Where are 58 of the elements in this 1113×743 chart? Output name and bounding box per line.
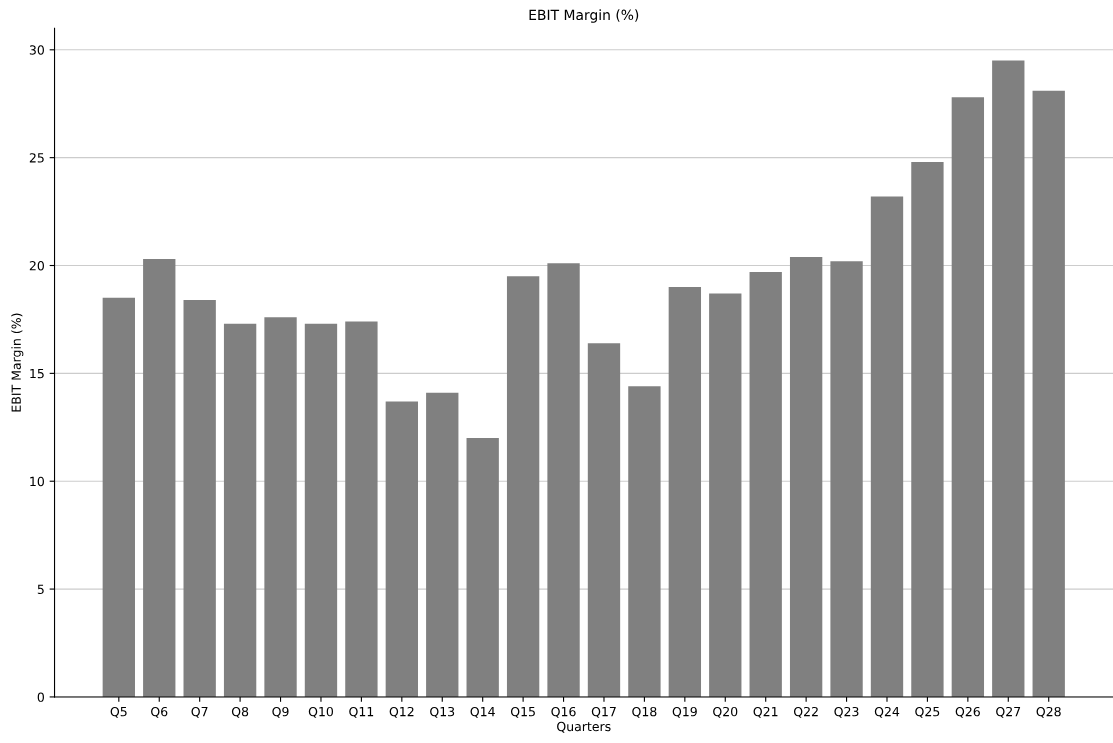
y-tick-label: 30 [29, 45, 44, 55]
x-tick-label: Q24 [874, 706, 900, 718]
bar [143, 259, 176, 697]
x-tick-label: Q5 [110, 706, 127, 718]
bar [304, 323, 338, 697]
x-tick-label: Q21 [753, 706, 778, 718]
y-axis-title: EBIT Margin (%) [11, 313, 24, 412]
x-tick-label: Q27 [996, 706, 1021, 718]
bar [385, 401, 418, 697]
x-tick-label: Q19 [672, 706, 697, 718]
x-tick-label: Q9 [272, 706, 289, 718]
y-tick-label: 15 [30, 369, 44, 379]
bar [628, 386, 661, 697]
y-tick-label: 20 [29, 260, 44, 271]
bar [183, 300, 216, 697]
x-tick-label: Q17 [591, 706, 616, 718]
x-tick-label: Q22 [793, 706, 818, 718]
y-tick-label: 10 [30, 476, 44, 487]
x-tick-label: Q11 [349, 706, 374, 718]
chart-title: EBIT Margin (%) [529, 9, 639, 23]
x-tick-label: Q12 [389, 706, 414, 718]
bar [223, 323, 257, 697]
x-tick-label: Q7 [191, 706, 208, 718]
x-tick-label: Q26 [955, 706, 980, 718]
x-tick-label: Q13 [430, 706, 455, 718]
x-tick-label: Q8 [231, 706, 249, 718]
bar [911, 161, 944, 697]
x-tick-label: Q10 [308, 706, 334, 718]
bar [951, 97, 985, 697]
y-tick-label: 25 [29, 153, 44, 163]
x-tick-label: Q25 [915, 706, 940, 718]
bar [506, 276, 540, 697]
y-tick-label: 5 [37, 584, 44, 595]
x-tick-label: Q14 [470, 706, 495, 718]
x-tick-label: Q23 [834, 706, 859, 718]
bar [830, 261, 863, 697]
bar [102, 297, 135, 697]
bar [668, 287, 702, 697]
bar [345, 321, 378, 697]
y-tick-label: 0 [37, 692, 44, 702]
bar [789, 256, 823, 697]
bar [547, 263, 580, 697]
x-tick-label: Q28 [1036, 706, 1061, 718]
x-tick-label: Q20 [713, 706, 738, 718]
x-tick-label: Q15 [510, 706, 535, 718]
bar [466, 438, 499, 697]
x-tick-label: Q18 [632, 706, 657, 718]
bar [1032, 90, 1065, 697]
bar [709, 293, 742, 697]
bar [749, 271, 782, 697]
bar [426, 392, 459, 697]
bar [587, 343, 621, 697]
bar [264, 317, 297, 697]
x-tick-label: Q6 [151, 706, 168, 718]
bar [992, 60, 1025, 697]
bar [870, 196, 904, 697]
x-tick-label: Q16 [551, 706, 576, 718]
x-axis-title: Quarters [557, 721, 611, 733]
